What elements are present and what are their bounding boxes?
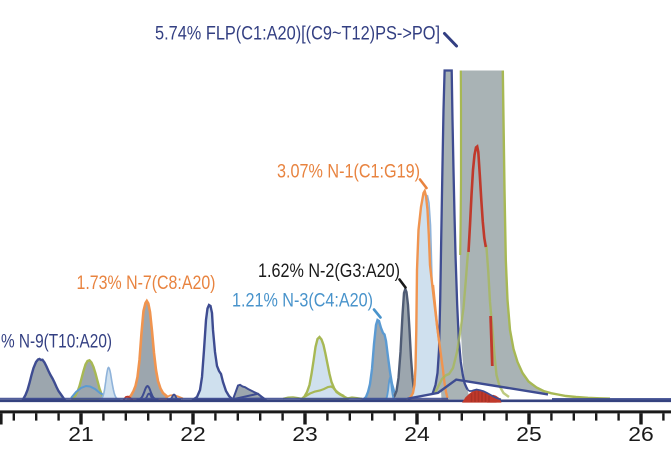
svg-text:24: 24 <box>404 423 430 446</box>
svg-text:% N-9(T10:A20): % N-9(T10:A20) <box>1 331 112 353</box>
svg-text:25: 25 <box>516 423 542 446</box>
svg-text:5.74% FLP(C1:A20)[(C9~T12)PS->: 5.74% FLP(C1:A20)[(C9~T12)PS->PO] <box>155 23 440 45</box>
svg-text:21: 21 <box>68 423 94 446</box>
svg-text:22: 22 <box>180 423 206 446</box>
svg-text:1.73% N-7(C8:A20): 1.73% N-7(C8:A20) <box>77 272 216 294</box>
svg-text:3.07% N-1(C1:G19): 3.07% N-1(C1:G19) <box>277 161 420 183</box>
svg-text:26: 26 <box>628 423 654 446</box>
svg-text:23: 23 <box>292 423 318 446</box>
svg-text:1.21% N-3(C4:A20): 1.21% N-3(C4:A20) <box>232 290 373 312</box>
svg-text:1.62% N-2(G3:A20): 1.62% N-2(G3:A20) <box>258 260 400 282</box>
